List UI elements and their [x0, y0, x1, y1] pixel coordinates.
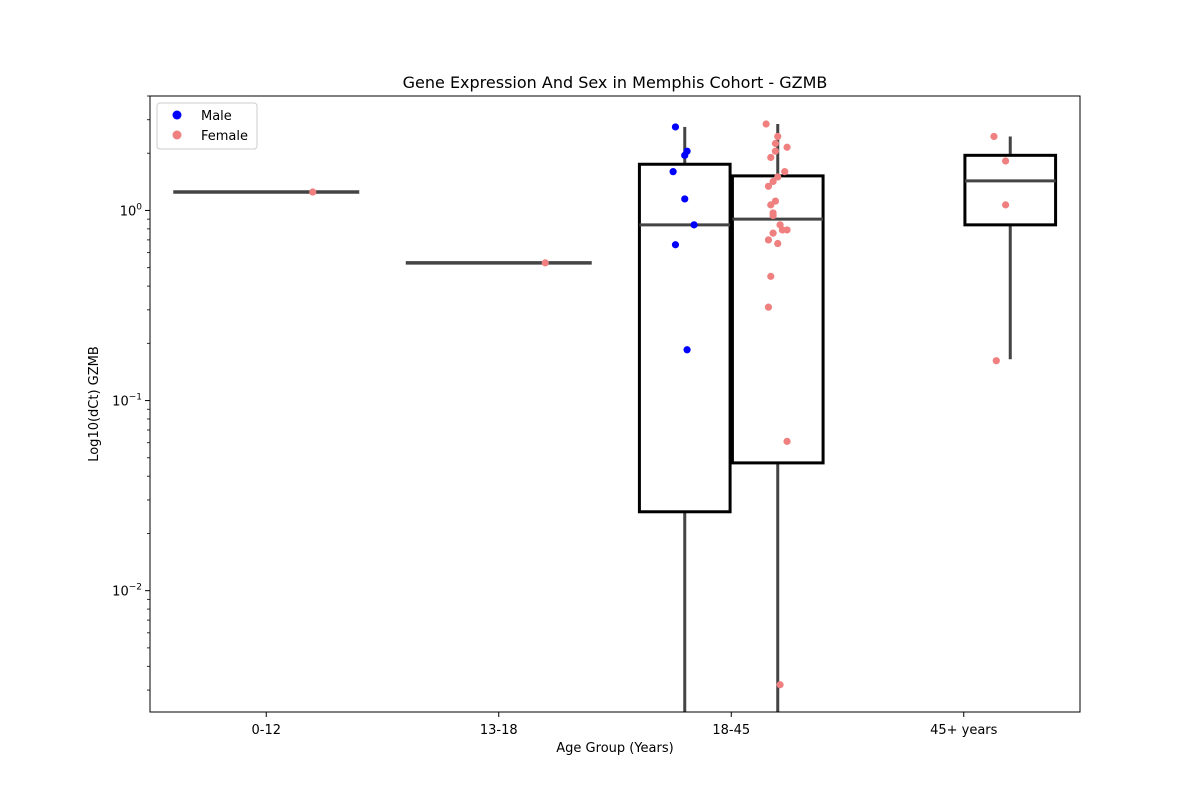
plot-frame	[149, 95, 1081, 713]
chart-title: Gene Expression And Sex in Memphis Cohor…	[403, 73, 828, 92]
legend-marker-male	[172, 110, 182, 120]
data-point-male	[683, 346, 691, 354]
y-axis: 10−2 10−1 100	[112, 95, 150, 691]
data-point-female	[762, 120, 770, 128]
y-axis-label: Log10(dCt) GZMB	[87, 346, 102, 462]
data-point-female	[769, 229, 777, 237]
data-point-female	[767, 201, 775, 209]
data-point-female	[774, 239, 782, 248]
plot-area	[173, 120, 1058, 712]
data-point-male	[681, 195, 689, 203]
data-point-female	[764, 182, 773, 190]
data-point-female	[783, 143, 791, 151]
data-point-female	[769, 211, 777, 220]
box-body	[963, 153, 1058, 227]
data-point-female	[776, 681, 784, 689]
data-point-male	[671, 123, 680, 131]
data-point-female	[783, 226, 791, 234]
data-point-female	[774, 173, 782, 181]
x-axis-label: Age Group (Years)	[556, 741, 673, 756]
data-point-female	[783, 437, 791, 445]
box-body	[637, 162, 732, 514]
data-point-female	[1002, 201, 1010, 209]
data-point-female	[774, 132, 782, 141]
data-point-male	[669, 168, 677, 176]
data-point-female	[769, 177, 777, 186]
x-tick-label: 0-12	[251, 723, 281, 738]
data-point-female	[767, 272, 775, 280]
legend-label-female: Female	[201, 129, 248, 144]
data-point-female	[771, 139, 780, 148]
x-tick-label: 18-45	[712, 723, 750, 738]
data-point-male	[690, 221, 698, 229]
x-axis: 0-12 13-18 18-45 45+ years	[251, 712, 998, 738]
data-point-female	[771, 147, 780, 155]
data-point-female	[764, 236, 773, 244]
data-point-female	[992, 357, 1000, 365]
data-point-male	[671, 241, 680, 249]
data-point-female	[990, 132, 998, 141]
x-tick-label: 13-18	[480, 723, 518, 738]
data-point-female	[781, 168, 789, 176]
legend: Male Female	[156, 102, 258, 150]
data-point-male	[681, 151, 689, 159]
x-tick-label: 45+ years	[930, 723, 998, 738]
data-point-female	[764, 303, 773, 311]
data-point-female	[1002, 157, 1010, 165]
y-tick-label: 10−1	[112, 393, 142, 410]
box-18-45-male	[637, 126, 732, 712]
box-18-45-female	[730, 123, 825, 712]
y-tick-label: 10−2	[112, 583, 142, 600]
legend-marker-female	[172, 130, 182, 140]
data-point-female	[541, 259, 549, 267]
data-point-female	[309, 188, 317, 196]
data-point-female	[767, 153, 775, 162]
legend-frame	[156, 102, 258, 150]
y-tick-label: 100	[120, 202, 143, 219]
legend-label-male: Male	[201, 109, 232, 124]
box-45+ years-female	[963, 136, 1058, 360]
